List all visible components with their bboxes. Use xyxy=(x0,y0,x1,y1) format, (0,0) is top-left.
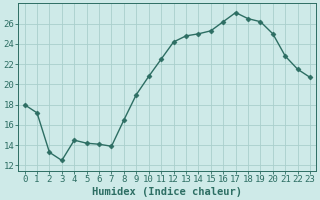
X-axis label: Humidex (Indice chaleur): Humidex (Indice chaleur) xyxy=(92,186,242,197)
